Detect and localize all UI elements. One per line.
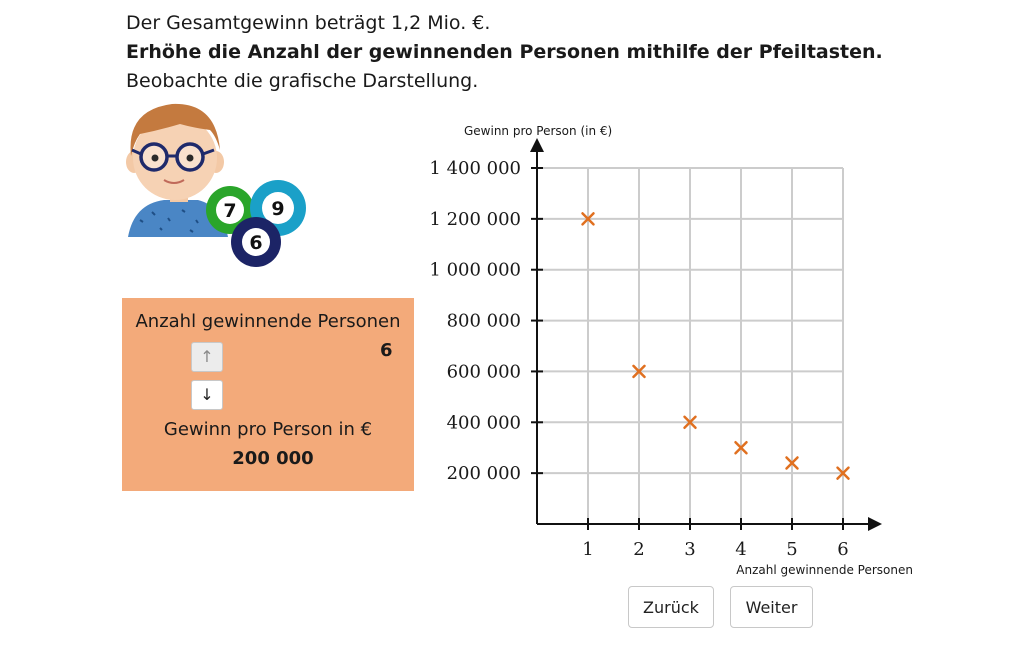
data-point	[836, 466, 850, 480]
increase-button[interactable]: ↑	[191, 342, 223, 372]
x-tick-label: 6	[837, 539, 848, 560]
data-point	[785, 456, 799, 470]
lottery-ball-6: 6	[231, 217, 281, 267]
x-axis-arrow-icon	[868, 517, 882, 531]
data-point	[734, 440, 748, 455]
svg-text:7: 7	[223, 200, 236, 222]
svg-text:9: 9	[271, 198, 284, 220]
next-button[interactable]: Weiter	[730, 586, 813, 628]
y-tick-label: 1 000 000	[429, 260, 521, 281]
avatar-illustration: 7 9 6	[126, 103, 306, 267]
data-point	[632, 364, 646, 379]
avatar-face	[133, 116, 217, 200]
x-axis-title: Anzahl gewinnende Personen	[736, 563, 913, 577]
x-tick-label: 5	[786, 539, 797, 560]
y-axis-arrow-icon	[530, 138, 544, 152]
data-point	[683, 415, 697, 430]
y-tick-label: 200 000	[447, 463, 521, 484]
intro-text-total: Der Gesamtgewinn beträgt 1,2 Mio. €.	[126, 12, 491, 34]
gain-value: 200 000	[232, 448, 314, 469]
intro-text-instruction: Erhöhe die Anzahl der gewinnenden Person…	[126, 41, 883, 63]
y-tick-label: 1 200 000	[429, 209, 521, 230]
avatar-shirt	[128, 200, 228, 237]
y-tick-label: 800 000	[447, 311, 521, 332]
back-button[interactable]: Zurück	[628, 586, 714, 628]
x-tick-label: 4	[735, 539, 746, 560]
control-panel: Anzahl gewinnende Personen ↑ 6 ↓ Gewinn …	[122, 298, 414, 491]
x-tick-label: 1	[582, 539, 593, 560]
avatar-hair	[130, 103, 220, 156]
count-value: 6	[380, 340, 393, 361]
intro-text-observe: Beobachte die grafische Darstellung.	[126, 70, 479, 92]
svg-text:6: 6	[249, 232, 262, 254]
x-tick-label: 3	[684, 539, 695, 560]
x-tick-label: 2	[633, 539, 644, 560]
y-tick-label: 600 000	[447, 361, 521, 382]
gain-label: Gewinn pro Person in €	[163, 419, 373, 440]
count-label: Anzahl gewinnende Personen	[135, 311, 401, 332]
y-tick-label: 400 000	[447, 412, 521, 433]
decrease-button[interactable]: ↓	[191, 380, 223, 410]
y-tick-label: 1 400 000	[429, 158, 521, 179]
y-axis-title: Gewinn pro Person (in €)	[464, 124, 612, 138]
data-point	[581, 212, 595, 226]
